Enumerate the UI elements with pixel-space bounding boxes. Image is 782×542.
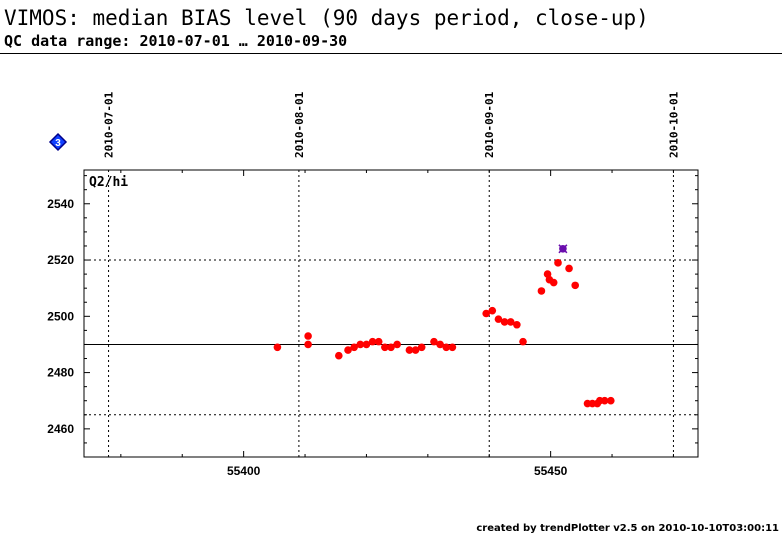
data-point (335, 351, 343, 360)
date-tick-label: 2010-09-01 (483, 91, 496, 158)
plot-frame (83, 169, 699, 458)
data-point (494, 315, 503, 323)
date-tick-label: 2010-08-01 (293, 91, 306, 158)
diamond-badge-icon (48, 132, 68, 152)
data-point (549, 278, 558, 287)
y-tick-label: 2460 (47, 422, 74, 436)
data-point (500, 318, 509, 326)
date-tick-label: 2010-10-01 (667, 91, 680, 158)
data-point (405, 346, 414, 354)
data-point (344, 346, 352, 354)
data-point (519, 337, 527, 346)
badge-label: 3 (55, 138, 61, 149)
data-point (607, 396, 615, 405)
data-point (537, 287, 546, 295)
y-tick-label: 2480 (47, 366, 74, 380)
data-point (442, 343, 451, 352)
date-tick-label: 2010-07-01 (103, 91, 116, 158)
highlight-cross-mark (558, 244, 568, 254)
data-point (362, 340, 371, 349)
data-point (350, 343, 358, 352)
chart-title: VIMOS: median BIAS level (90 days period… (4, 6, 649, 30)
data-point (482, 309, 490, 318)
data-point (417, 343, 426, 352)
data-point (374, 337, 383, 346)
data-point (381, 343, 389, 352)
data-point (387, 343, 395, 352)
data-point (506, 318, 515, 326)
y-tick-label: 2540 (47, 197, 74, 211)
data-point (304, 332, 312, 340)
x-tick-label: 55450 (534, 464, 568, 478)
data-point (571, 281, 579, 290)
data-point (565, 264, 573, 273)
data-point (513, 320, 521, 329)
data-point (273, 343, 282, 352)
footer-credit: created by trendPlotter v2.5 on 2010-10-… (476, 523, 779, 534)
data-point (368, 337, 377, 346)
data-point (411, 346, 420, 354)
data-point (356, 340, 365, 349)
data-point (600, 396, 609, 405)
y-tick-label: 2520 (47, 253, 74, 267)
data-point (436, 340, 444, 349)
x-tick-label: 55400 (227, 464, 261, 478)
panel-number-badge: 3 (48, 132, 68, 152)
chart-subtitle: QC data range: 2010-07-01 … 2010-09-30 (4, 32, 348, 50)
data-point (554, 259, 562, 267)
data-point (393, 340, 401, 349)
data-point (430, 337, 438, 346)
data-point (488, 306, 497, 315)
data-point (304, 340, 312, 349)
y-tick-label: 2500 (47, 309, 74, 323)
header-divider (0, 53, 782, 54)
data-point (448, 343, 457, 352)
panel-label: Q2/hi (89, 175, 128, 190)
